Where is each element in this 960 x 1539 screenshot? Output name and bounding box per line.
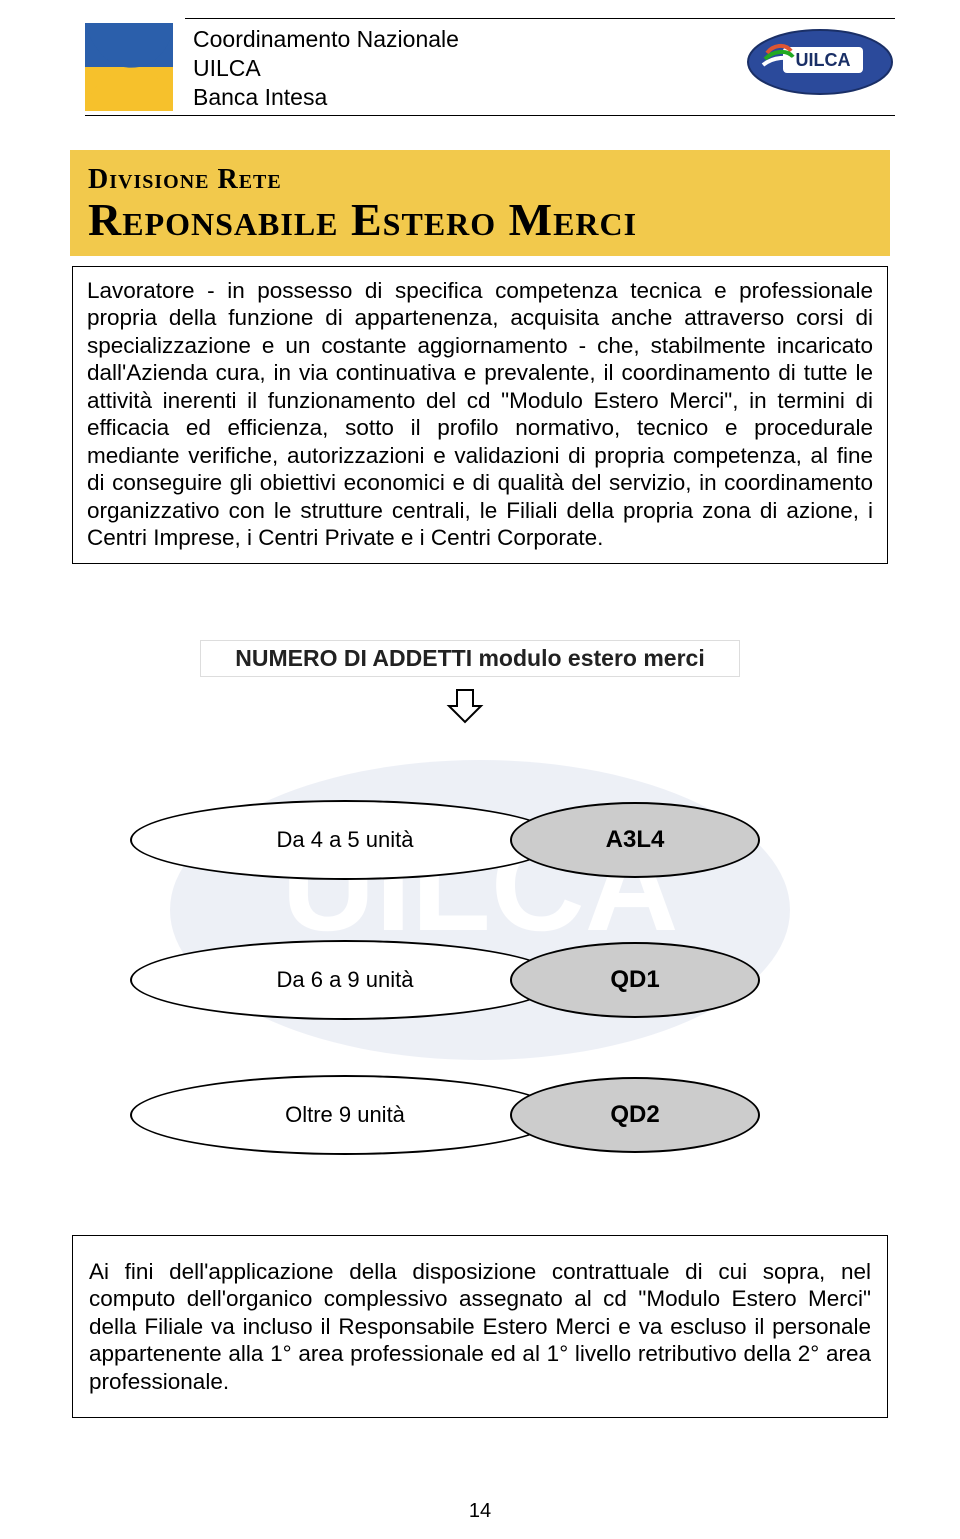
code-ellipse: QD1 [510,942,760,1018]
header-rule-bottom [85,115,895,116]
header-org-text: Coordinamento Nazionale UILCA Banca Inte… [193,19,745,111]
header-line-1: Coordinamento Nazionale [193,25,745,54]
code-ellipse: A3L4 [510,802,760,878]
level-row: Oltre 9 unità QD2 [130,1075,830,1165]
level-row: Da 4 a 5 unità A3L4 [130,800,830,890]
staff-count-heading: NUMERO DI ADDETTI modulo estero merci [200,640,740,677]
page-title: Reponsabile Estero Merci [88,196,872,244]
arrow-down-icon [445,688,485,724]
watermark-logo-icon: UILCA uil credito esattorie e assicurazi… [150,700,810,1120]
page-header: Coordinamento Nazionale UILCA Banca Inte… [85,18,895,116]
range-ellipse: Oltre 9 unità [130,1075,560,1155]
badge-label: UILCA [796,50,851,70]
level-row: Da 6 a 9 unità QD1 [130,940,830,1030]
title-banner: Divisione Rete Reponsabile Estero Merci [70,150,890,256]
flag-icon [85,23,173,111]
description-box: Lavoratore - in possesso di specifica co… [72,266,888,564]
header-line-3: Banca Intesa [193,83,745,112]
page-number: 14 [0,1500,960,1523]
header-line-2: UILCA [193,54,745,83]
code-ellipse: QD2 [510,1077,760,1153]
uilca-badge-icon: UILCA [745,23,895,101]
footnote-box: Ai fini dell'applicazione della disposiz… [72,1235,888,1418]
range-ellipse: Da 4 a 5 unità [130,800,560,880]
range-ellipse: Da 6 a 9 unità [130,940,560,1020]
division-label: Divisione Rete [88,164,872,196]
